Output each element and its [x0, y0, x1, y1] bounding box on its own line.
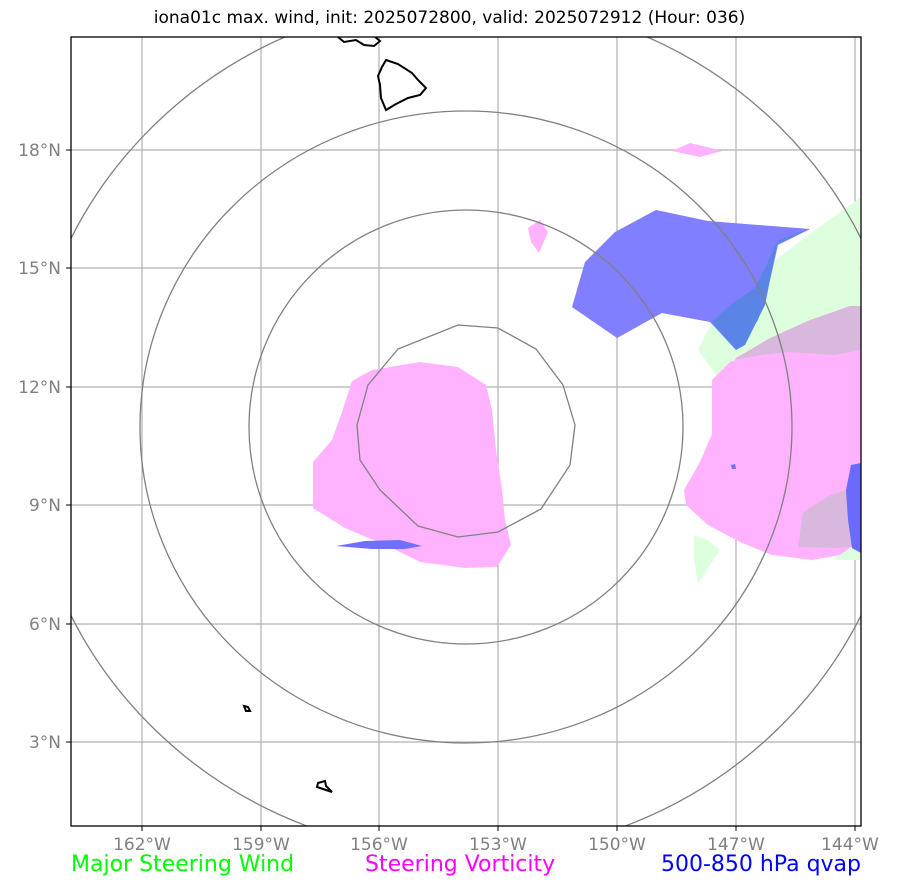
range-rings [71, 37, 861, 826]
coastline-islet-west [242, 704, 252, 712]
lat-label-3n: 3°N [29, 733, 61, 753]
lat-label-9n: 9°N [29, 496, 61, 516]
lat-labels: 18°N 15°N 12°N 9°N 6°N 3°N [18, 141, 61, 753]
lon-label-159w: 159°W [232, 835, 290, 855]
map-frame [70, 36, 862, 827]
overlap-areas [735, 306, 861, 548]
vorticity-area-east [684, 330, 861, 560]
coastlines [242, 37, 428, 793]
vorticity-area-center [313, 362, 511, 568]
range-ring-1 [356, 324, 576, 538]
overlap-area-southeast [798, 485, 861, 548]
qvap-area-north-overlap [712, 229, 810, 350]
range-ring-3 [139, 110, 793, 744]
lon-label-150w: 150°W [588, 835, 646, 855]
lon-labels: 162°W 159°W 156°W 153°W 150°W 147°W 144°… [113, 835, 879, 855]
lat-label-15n: 15°N [18, 259, 61, 279]
legend-qvap: 500-850 hPa qvap [660, 852, 861, 877]
qvap-area-east-dot [731, 464, 736, 469]
legend-steering-vorticity: Steering Vorticity [365, 852, 556, 877]
lon-label-162w: 162°W [113, 835, 171, 855]
qvap-areas [336, 210, 861, 553]
coastline-maui [337, 37, 382, 48]
lon-label-153w: 153°W [469, 835, 527, 855]
vorticity-area-north-sliver [672, 143, 722, 157]
lon-label-147w: 147°W [707, 835, 765, 855]
lat-label-12n: 12°N [18, 378, 61, 398]
map-title: iona01c max. wind, init: 2025072800, val… [153, 8, 746, 28]
qvap-area-southwest [336, 540, 422, 549]
lat-label-18n: 18°N [18, 141, 61, 161]
qvap-area-east-edge [846, 463, 861, 553]
lat-label-6n: 6°N [29, 615, 61, 635]
steering-wind-area-small [694, 535, 720, 584]
overlap-area-northeast [735, 306, 861, 360]
vorticity-areas [313, 143, 861, 568]
coastline-islet-south [315, 779, 333, 793]
legend-steering-wind: Major Steering Wind [71, 852, 295, 877]
lon-label-156w: 156°W [350, 835, 408, 855]
range-ring-2 [248, 209, 684, 645]
tick-marks [66, 149, 856, 831]
map-plot-area [71, 37, 861, 826]
coastline-hawaii-big-island [376, 58, 428, 112]
lon-label-144w: 144°W [821, 835, 879, 855]
vorticity-area-north-small [528, 220, 548, 253]
